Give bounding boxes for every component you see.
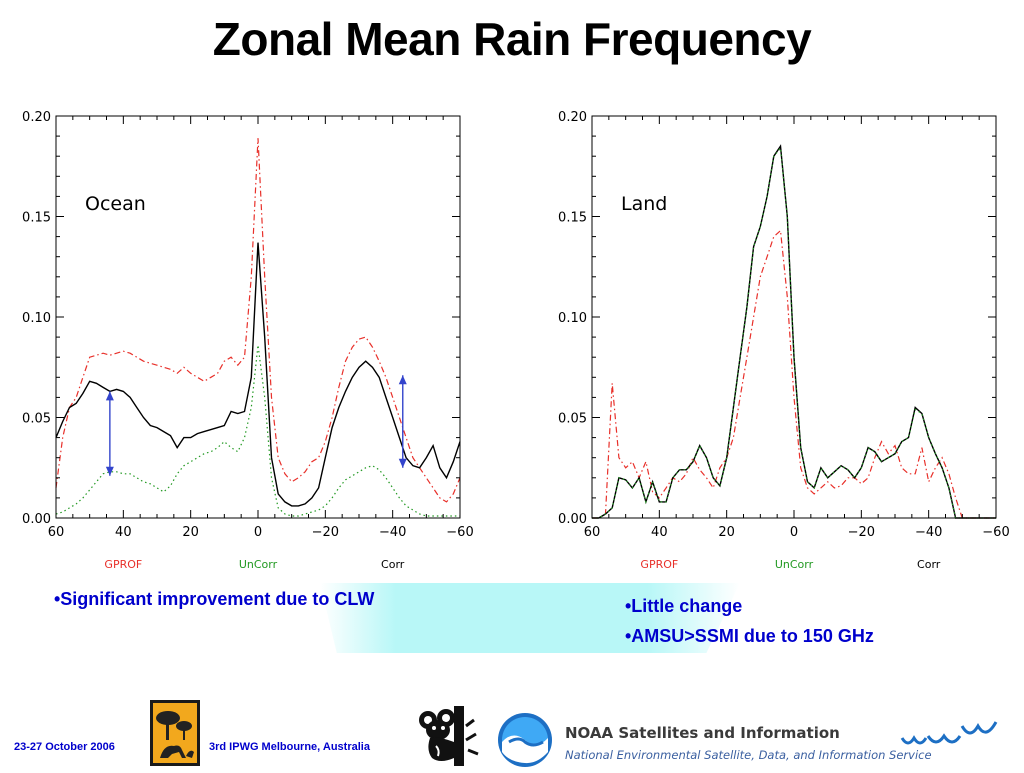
ocean-legend-corr: Corr bbox=[381, 558, 405, 571]
ocean-xtick-label: 40 bbox=[115, 525, 132, 540]
ocean-series-corr-line bbox=[55, 242, 461, 507]
land-xtick-label: 20 bbox=[718, 525, 735, 540]
ocean-legend-gprof: GPROF bbox=[104, 558, 142, 571]
ocean-series-gprof-line bbox=[55, 138, 461, 503]
land-legend-corr: Corr bbox=[917, 558, 941, 571]
land-plot-frame bbox=[591, 115, 997, 519]
land-ytick-label: 0.00 bbox=[558, 512, 587, 527]
land-xtick-label: 40 bbox=[651, 525, 668, 540]
ocean-chart-svg: 0.00 0.05 0.10 0.15 0.20 60 40 20 0 −20 −40 −60 Ocea… bbox=[22, 110, 474, 571]
ocean-xtick-label: 60 bbox=[48, 525, 65, 540]
ocean-arrow-head-down bbox=[105, 466, 114, 476]
land-ytick-label: 0.15 bbox=[558, 211, 587, 226]
highlight-band bbox=[320, 583, 740, 653]
ocean-ytick-label: 0.05 bbox=[22, 412, 51, 427]
ipwg-logo-icon bbox=[150, 700, 200, 766]
nesdis-logo-icon bbox=[900, 716, 1000, 752]
koala-icon bbox=[416, 706, 484, 766]
footer-event: 3rd IPWG Melbourne, Australia bbox=[209, 741, 370, 753]
land-series-uncorr-line bbox=[592, 146, 996, 519]
land-xtick-label: −40 bbox=[915, 525, 942, 540]
land-legend-gprof: GPROF bbox=[640, 558, 678, 571]
land-ytick-label: 0.10 bbox=[558, 311, 587, 326]
ocean-arrow-head-up bbox=[398, 375, 407, 385]
ocean-arrow-head-up bbox=[105, 391, 114, 401]
ocean-ytick-label: 0.15 bbox=[22, 211, 51, 226]
land-ytick-label: 0.05 bbox=[558, 412, 587, 427]
land-chart: 0.00 0.05 0.10 0.15 0.20 60 40 20 0 −20 −40 −60 Land… bbox=[536, 100, 1016, 580]
ocean-ytick-label: 0.20 bbox=[22, 110, 51, 125]
land-annotation-label: Land bbox=[621, 193, 667, 215]
ocean-xtick-label: −20 bbox=[312, 525, 339, 540]
noaa-header-text: NOAA Satellites and Information bbox=[565, 724, 840, 742]
noaa-logo-icon bbox=[497, 712, 553, 768]
ocean-series-uncorr-line bbox=[55, 345, 460, 517]
land-ytick-label: 0.20 bbox=[558, 110, 587, 125]
ocean-xtick-label: 20 bbox=[182, 525, 199, 540]
ocean-xtick-label: −60 bbox=[446, 525, 473, 540]
footer-date: 23-27 October 2006 bbox=[14, 741, 115, 753]
ocean-legend-uncorr: UnCorr bbox=[239, 558, 278, 571]
land-xtick-label: −60 bbox=[982, 525, 1009, 540]
ocean-plot-frame bbox=[55, 115, 461, 519]
noaa-subtitle-text: National Environmental Satellite, Data, … bbox=[565, 748, 932, 762]
ocean-xtick-label: −40 bbox=[379, 525, 406, 540]
slide-title: Zonal Mean Rain Frequency bbox=[212, 13, 812, 65]
land-xtick-label: −20 bbox=[848, 525, 875, 540]
ocean-arrow-head-down bbox=[398, 458, 407, 468]
land-xtick-label: 0 bbox=[790, 525, 798, 540]
bullet-amsu-ssmi: •AMSU>SSMI due to 150 GHz bbox=[625, 626, 874, 646]
land-series-gprof-line bbox=[592, 229, 996, 519]
ocean-annotation-label: Ocean bbox=[85, 193, 146, 215]
ocean-ytick-label: 0.00 bbox=[22, 512, 51, 527]
land-chart-svg: 0.00 0.05 0.10 0.15 0.20 60 40 20 0 −20 −40 −60 Land… bbox=[558, 110, 1010, 571]
bullet-clw-improvement: •Significant improvement due to CLW bbox=[54, 589, 375, 609]
ocean-xtick-label: 0 bbox=[254, 525, 262, 540]
ocean-ytick-label: 0.10 bbox=[22, 311, 51, 326]
bullet-little-change: •Little change bbox=[625, 596, 743, 616]
ocean-chart: 0.00 0.05 0.10 0.15 0.20 60 40 20 0 −20 −40 −60 Ocea… bbox=[0, 100, 480, 580]
land-legend-uncorr: UnCorr bbox=[775, 558, 814, 571]
land-xtick-label: 60 bbox=[584, 525, 601, 540]
